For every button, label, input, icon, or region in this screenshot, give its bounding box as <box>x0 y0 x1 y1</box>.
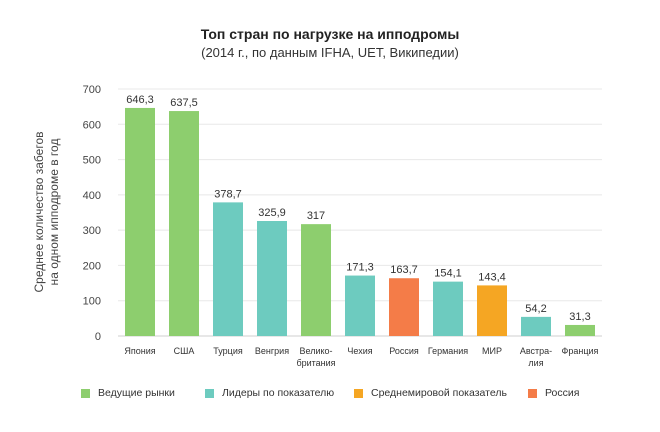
legend-label: Среднемировой показатель <box>371 387 507 399</box>
x-tick-label: Чехия <box>347 346 372 356</box>
chart-title: Топ стран по нагрузке на ипподромы <box>200 26 460 42</box>
bar <box>433 281 463 336</box>
y-tick-label: 300 <box>83 225 101 237</box>
legend-swatch <box>354 388 363 398</box>
bar-value-label: 143,4 <box>478 271 506 283</box>
y-tick-label: 400 <box>83 190 101 202</box>
legend-label: Ведущие рынки <box>98 387 175 399</box>
chart-legend: Ведущие рынки Лидеры по показателю Среднем… <box>0 387 660 403</box>
x-tick-label: британия <box>296 358 335 368</box>
x-tick-label: Велико- <box>299 346 332 356</box>
bar <box>565 324 595 336</box>
x-tick-label: США <box>174 346 195 356</box>
legend-item-indicator: Лидеры по показателю <box>205 387 334 399</box>
bar <box>125 107 155 336</box>
x-tick-label: Венгрия <box>255 346 289 356</box>
legend-item-leaders: Ведущие рынки <box>81 387 175 399</box>
bar-value-label: 646,3 <box>126 94 154 106</box>
legend-label: Россия <box>545 387 580 399</box>
legend-item-world: Среднемировой показатель <box>354 387 507 399</box>
x-tick-label: Германия <box>428 346 468 356</box>
x-tick-label: Япония <box>124 346 155 356</box>
y-axis-label-line-2: на одном ипподроме в год <box>47 139 61 286</box>
bar-value-label: 637,5 <box>170 97 198 109</box>
legend-item-russia: Россия <box>528 387 579 399</box>
bar <box>389 278 419 336</box>
y-tick-label: 0 <box>95 331 101 343</box>
y-axis-label-line-1: Среднее количество забегов <box>32 132 46 293</box>
x-tick-label: Австра- <box>520 346 552 356</box>
bar <box>477 285 507 336</box>
legend-swatch <box>528 388 537 398</box>
y-tick-label: 600 <box>83 119 101 131</box>
bar-value-label: 31,3 <box>569 311 590 323</box>
bar-value-label: 171,3 <box>346 262 374 274</box>
bar-value-label: 325,9 <box>258 207 286 219</box>
x-tick-label: Турция <box>213 346 243 356</box>
x-tick-label: Франция <box>562 346 599 356</box>
bar-value-label: 154,1 <box>434 268 462 280</box>
bar <box>301 224 331 336</box>
bar-value-label: 378,7 <box>214 188 242 200</box>
x-tick-label: МИР <box>482 346 502 356</box>
bar-value-label: 54,2 <box>525 303 546 315</box>
bar <box>169 111 199 336</box>
bar <box>521 316 551 336</box>
legend-swatch <box>205 388 214 398</box>
x-tick-label: лия <box>528 358 543 368</box>
legend-label: Лидеры по показателю <box>222 387 335 399</box>
y-tick-label: 500 <box>83 155 101 167</box>
y-tick-label: 100 <box>83 296 101 308</box>
bar <box>257 221 287 336</box>
bar-value-label: 163,7 <box>390 264 418 276</box>
legend-swatch <box>81 388 90 398</box>
chart-subtitle: (2014 г., по данным IFHA, UET, Википедии… <box>201 45 459 60</box>
y-tick-label: 200 <box>83 260 101 272</box>
bar-value-label: 317 <box>307 210 325 222</box>
bar <box>345 275 375 336</box>
x-tick-label: Россия <box>389 346 419 356</box>
bar <box>213 202 243 336</box>
y-tick-label: 700 <box>83 84 101 96</box>
